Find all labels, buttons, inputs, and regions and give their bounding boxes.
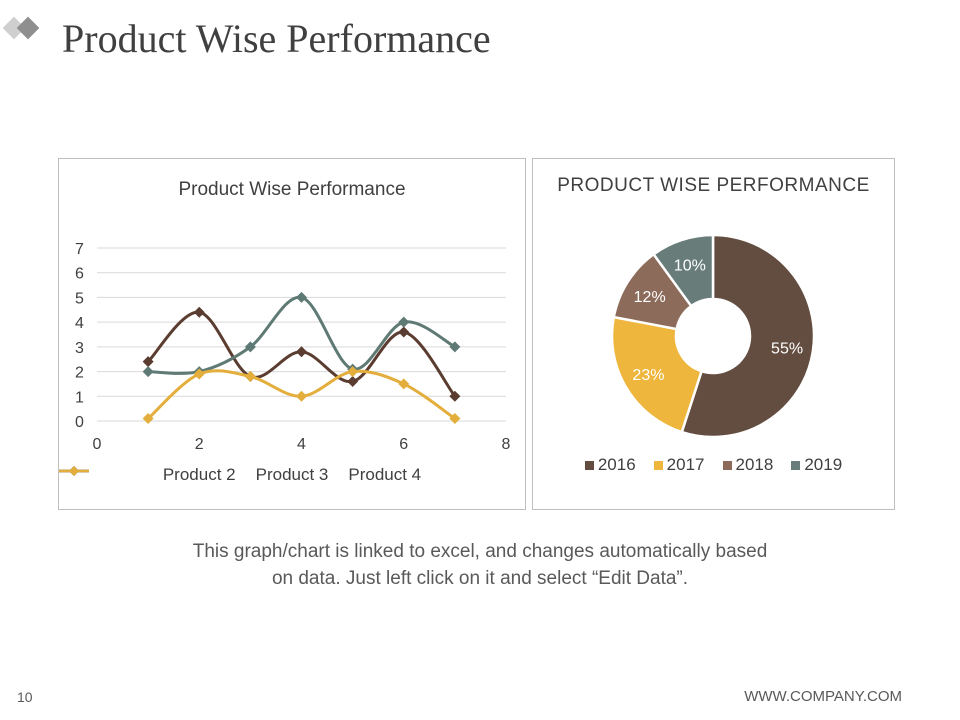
legend-item-2017: 2017 — [653, 455, 705, 475]
legend-label-product-2: Product 2 — [162, 465, 236, 484]
legend-marker-product-4 — [59, 466, 89, 476]
data-point-product-4-2 — [193, 368, 205, 380]
data-point-product-2-7 — [449, 390, 461, 402]
caption-line-2: on data. Just left click on it and selec… — [271, 568, 689, 589]
slice-label-2017: 23% — [632, 367, 664, 384]
page-number: 10 — [17, 689, 33, 705]
doughnut-slice-2016 — [680, 233, 816, 439]
y-tick-label: 5 — [75, 290, 84, 307]
legend-label-product-3: Product 3 — [255, 465, 329, 484]
chart-caption: This graph/chart is linked to excel, and… — [130, 538, 830, 592]
legend-item-2016: 2016 — [584, 455, 636, 475]
legend-label-2019: 2019 — [804, 455, 843, 474]
legend-swatch-2019 — [791, 460, 801, 470]
line-chart-plot: 0 1 2 3 4 5 6 7 0 2 4 6 8 — [75, 241, 511, 453]
data-point-product-2-1 — [142, 356, 154, 368]
footer-url: WWW.COMPANY.COM — [744, 688, 902, 705]
legend-swatch-2018 — [722, 460, 732, 470]
doughnut-slice-2019 — [651, 233, 715, 308]
doughnut-chart-panel[interactable]: PRODUCT WISE PERFORMANCE 55% 23% 12% 10% 20… — [532, 158, 895, 510]
data-point-product-2-4 — [296, 346, 307, 358]
data-point-product-4-5 — [347, 366, 359, 378]
doughnut-chart-plot: 55% 23% 12% 10% — [610, 233, 816, 439]
legend-label-2018: 2018 — [735, 455, 774, 474]
data-point-product-3-1 — [142, 366, 154, 378]
doughnut-slice-2017 — [610, 315, 704, 434]
data-point-product-3-4 — [296, 291, 307, 303]
data-point-product-3-6 — [398, 316, 410, 328]
doughnut-chart-title: PRODUCT WISE PERFORMANCE — [557, 175, 870, 196]
data-point-product-3-3 — [244, 341, 256, 353]
data-point-product-4-4 — [296, 390, 307, 402]
logo-diamonds-icon — [2, 16, 40, 40]
data-point-product-4-3 — [244, 371, 256, 383]
doughnut-chart-legend: 2016 2017 2018 2019 — [533, 455, 894, 475]
y-tick-label: 3 — [75, 340, 84, 357]
legend-item-2019: 2019 — [791, 455, 842, 475]
legend-item-product-2: Product 2 — [59, 465, 236, 485]
legend-item-2018: 2018 — [722, 455, 774, 475]
legend-label-product-4: Product 4 — [348, 465, 422, 484]
data-point-product-2-6 — [398, 326, 410, 338]
y-tick-label: 4 — [75, 315, 84, 332]
data-point-product-4-7 — [449, 413, 461, 425]
legend-label-2016: 2016 — [597, 455, 636, 474]
legend-item-product-4: Product 4 — [59, 465, 422, 485]
line-chart-title: Product Wise Performance — [178, 179, 406, 200]
data-point-product-2-2 — [193, 306, 205, 318]
y-tick-label: 2 — [75, 365, 84, 382]
x-tick-label: 0 — [93, 436, 102, 453]
page-title: Product Wise Performance — [62, 16, 491, 61]
x-tick-label: 8 — [502, 436, 511, 453]
slice-label-2019: 10% — [674, 258, 706, 275]
x-tick-label: 2 — [195, 436, 204, 453]
line-chart-legend: Product 2 Product 3 Product 4 — [59, 465, 525, 485]
data-point-product-3-7 — [449, 341, 461, 353]
legend-item-product-3: Product 3 — [59, 465, 329, 485]
x-tick-label: 6 — [399, 436, 408, 453]
data-point-product-2-5 — [347, 375, 359, 387]
data-point-product-4-6 — [398, 378, 410, 390]
y-tick-label: 6 — [75, 266, 84, 283]
y-tick-label: 7 — [75, 241, 84, 258]
data-point-product-4-1 — [142, 413, 154, 425]
legend-label-2017: 2017 — [666, 455, 705, 474]
caption-line-1: This graph/chart is linked to excel, and… — [192, 541, 768, 562]
legend-swatch-2016 — [584, 460, 594, 470]
legend-swatch-2017 — [653, 460, 663, 470]
y-tick-label: 1 — [75, 389, 84, 406]
line-chart-panel[interactable]: Product Wise Performance 0 1 2 3 4 5 6 7 0 2 4 6 8 P… — [58, 158, 526, 510]
slice-label-2016: 55% — [771, 341, 803, 358]
x-tick-label: 4 — [297, 436, 306, 453]
slice-label-2018: 12% — [634, 289, 666, 306]
y-tick-label: 0 — [75, 414, 84, 431]
